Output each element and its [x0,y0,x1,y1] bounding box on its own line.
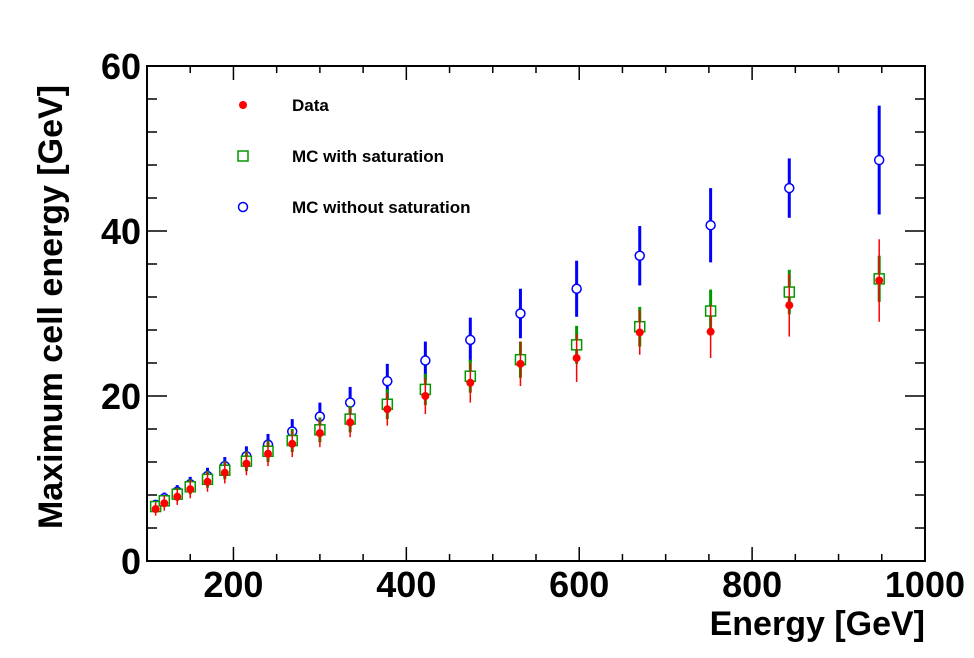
axis-ticks [146,65,926,562]
legend-label: MC with saturation [292,147,444,166]
data-point [186,485,195,494]
legend-label: Data [292,96,329,115]
legend-marker [237,201,249,213]
y-tick-label: 20 [101,376,141,417]
data-point [383,405,392,414]
data-point [421,392,430,400]
data-point [705,219,716,231]
plot-frame [146,65,926,562]
series-layer [149,105,885,516]
data-point [203,477,212,486]
data-point [420,355,431,366]
series-data [151,239,884,516]
data-point [706,327,715,336]
y-axis-title: Maximum cell energy [GeV] [32,85,70,529]
data-point [571,283,582,294]
data-point [516,359,525,368]
data-point [784,182,795,194]
data-point [382,375,393,387]
data-point [315,429,324,438]
data-point [466,378,475,387]
data-point [465,334,476,346]
data-point [288,439,297,448]
data-point [160,499,169,508]
data-point [264,449,273,458]
data-point [634,250,645,261]
series-mc-without-saturation [150,105,885,511]
data-point [173,492,182,501]
legend-marker [239,101,247,109]
data-point [220,468,229,477]
x-tick-label: 400 [376,564,436,605]
series-mc-with-saturation [149,255,885,513]
x-tick-label: 1000 [885,564,965,605]
data-point [242,459,251,468]
x-tick-label: 800 [722,564,782,605]
y-tick-label: 40 [101,211,141,252]
data-point [344,397,356,408]
data-point [346,418,355,427]
data-point [875,276,884,285]
x-axis-title: Energy [GeV] [710,605,925,643]
data-point [635,328,644,337]
legend-label: MC without saturation [292,198,470,217]
data-point [572,354,581,363]
y-tick-label: 0 [121,541,141,582]
axis-tick-labels: 200 400 600 800 1000 0 20 40 60 [101,46,965,605]
y-tick-label: 60 [101,46,141,87]
x-tick-label: 200 [203,564,263,605]
data-point [515,308,526,319]
x-tick-label: 600 [549,564,609,605]
data-point [151,505,160,514]
data-point [785,301,794,310]
data-point [873,154,885,166]
legend: Data MC with saturation MC without saturat… [237,96,470,217]
legend-marker [237,150,249,162]
